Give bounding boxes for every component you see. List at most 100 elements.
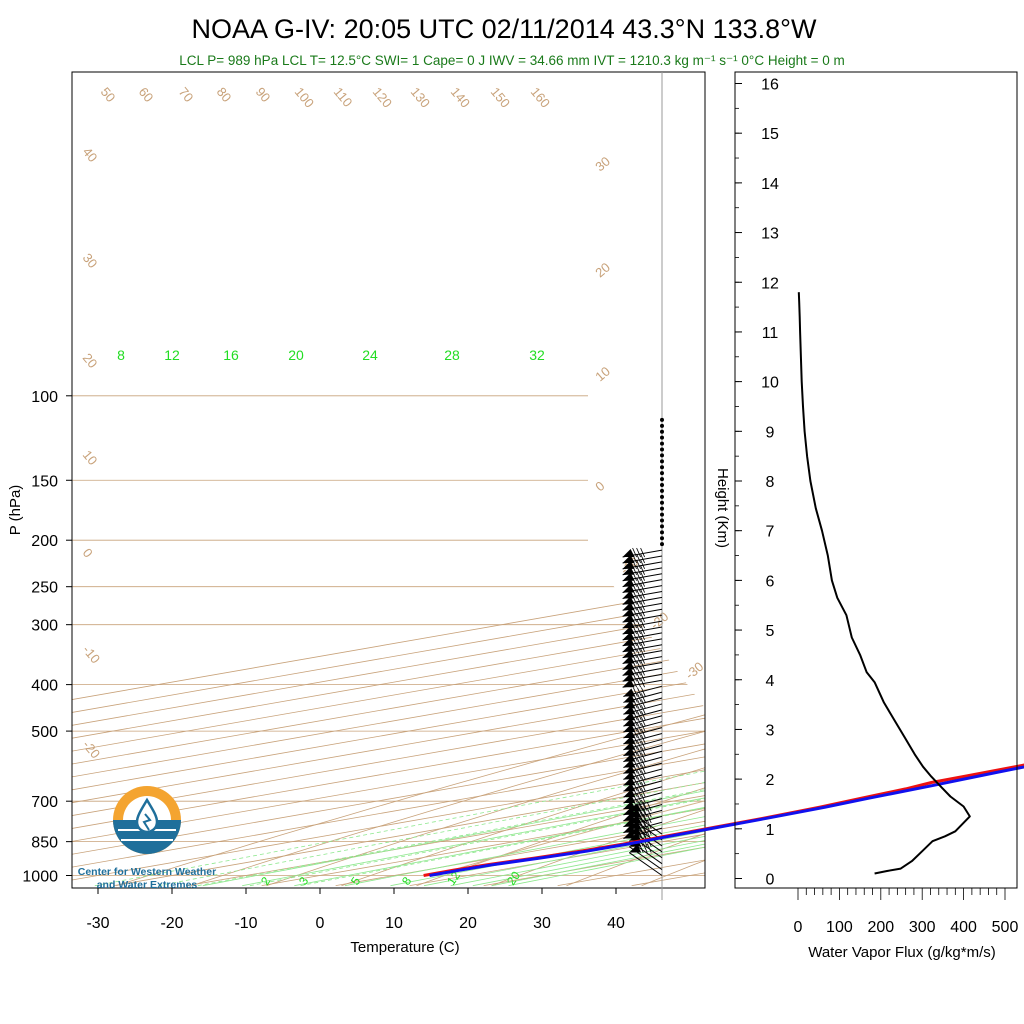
isotherm-line (72, 395, 705, 887)
isotherm-left-label: -20 (80, 737, 104, 761)
mixing-ratio-dashed-line (249, 689, 705, 887)
flux-y-tick-label: 13 (761, 226, 779, 243)
mixing-ratio-line (294, 550, 705, 887)
x-tick-label: 30 (533, 915, 551, 932)
isotherm-line (187, 395, 705, 887)
mixing-ratio-label: 32 (529, 347, 545, 363)
isotherm-line (261, 395, 705, 887)
x-tick-label: 0 (316, 915, 325, 932)
mixing-ratio-dashed-line (158, 689, 705, 887)
isotherm-line (72, 395, 705, 887)
mixing-ratio-bottom-label: 3 (296, 874, 311, 888)
calm-wind-dot (660, 471, 664, 476)
isotherm-right-label: 10 (592, 364, 613, 385)
isotherm-left-label: 40 (80, 144, 101, 165)
flux-x-tick-label: 400 (950, 919, 977, 936)
calm-wind-dot (660, 518, 664, 523)
dry-adiabat-label: 70 (176, 84, 197, 105)
wind-barbs (622, 72, 664, 900)
wind-barb (623, 815, 663, 828)
dry-adiabat-label: 140 (448, 84, 473, 110)
flux-frame (734, 71, 1018, 889)
calm-wind-dot (660, 536, 664, 541)
calm-wind-dot (660, 483, 664, 488)
wind-barb (622, 547, 663, 558)
isotherm-line (631, 395, 705, 887)
skewt-grid-labels: 50 60 70 80 90 100 110 120 130 140 150 160403020100… (80, 84, 707, 887)
mixing-ratio-label: 28 (444, 347, 460, 363)
skewt-ylabel: P (hPa) (7, 485, 24, 536)
flux-line (797, 292, 971, 875)
isotherm-right-label: 30 (592, 154, 613, 175)
y-tick-label: 150 (31, 473, 58, 490)
isotherm-left-label: 30 (80, 250, 101, 271)
isotherm-line (72, 395, 705, 887)
y-tick-label: 700 (31, 794, 58, 811)
mixing-ratio-label: 20 (288, 347, 304, 363)
isotherm-line (72, 395, 705, 887)
y-tick-label: 500 (31, 724, 58, 741)
y-tick-label: 250 (31, 580, 58, 597)
flux-ylabel: Height (Km) (714, 468, 731, 548)
x-tick-label: 20 (459, 915, 477, 932)
dry-adiabat-line (1017, 396, 1024, 886)
flux-profile (797, 292, 971, 875)
x-tick-label: -30 (86, 915, 109, 932)
flux-y-tick-label: 14 (761, 176, 779, 193)
mixing-ratio-dashed-line (300, 689, 705, 887)
flux-x-tick-label: 500 (992, 919, 1019, 936)
mixing-ratio-bottom-label: 2 (258, 874, 273, 888)
wind-barb (623, 821, 663, 834)
logo-line1: Center for Western Weather (78, 866, 216, 878)
mixing-ratio-dashed-line (197, 689, 705, 887)
mixing-ratio-bottom-label: 5 (348, 874, 363, 888)
calm-wind-dot (660, 423, 664, 428)
mixing-ratio-line (202, 550, 705, 887)
logo-line2: and Water Extremes (97, 879, 198, 891)
calm-wind-dot (660, 524, 664, 529)
flux-y-tick-label: 4 (766, 673, 775, 690)
isotherm-line (72, 395, 705, 887)
isotherm-right-label: -30 (682, 659, 706, 683)
x-tick-label: -10 (234, 915, 257, 932)
flux-y-tick-label: 16 (761, 77, 779, 94)
mixing-ratio-line (508, 550, 705, 887)
mixing-ratio-line (344, 550, 705, 887)
wind-barb (623, 685, 663, 698)
flux-y-tick-label: 11 (762, 325, 779, 342)
dry-adiabat-line (341, 395, 705, 887)
isotherm-right-label: 20 (592, 260, 613, 281)
calm-wind-dot (660, 435, 664, 440)
isotherm-line (72, 395, 705, 887)
y-tick-label: 200 (31, 533, 58, 550)
dewpoint-line (429, 765, 1024, 877)
calm-wind-dot (660, 488, 664, 493)
flux-y-tick-label: 9 (766, 424, 775, 441)
calm-wind-dot (660, 417, 664, 422)
flux-y-tick-label: 1 (766, 822, 775, 839)
y-tick-label: 400 (31, 678, 58, 695)
y-tick-label: 850 (31, 835, 58, 852)
flux-y-tick-label: 12 (761, 275, 779, 292)
mixing-ratio-label: 16 (223, 347, 239, 363)
mixing-ratio-line (242, 550, 705, 887)
wind-barb (623, 762, 663, 774)
dry-adiabat-label: 110 (331, 84, 356, 110)
isotherm-left-label: -10 (80, 642, 104, 666)
calm-wind-dot (660, 441, 664, 446)
flux-x-tick-label: 200 (867, 919, 894, 936)
dry-adiabat-line (717, 396, 1024, 886)
isotherm-line (72, 395, 705, 887)
mixing-ratio-label: 8 (117, 347, 125, 363)
calm-wind-dot (660, 447, 664, 452)
flux-y-tick-label: 15 (761, 126, 779, 143)
isotherm-line (706, 396, 1024, 886)
flux-y-tick-label: 7 (766, 524, 775, 541)
mixing-ratio-dashed-line (94, 689, 705, 887)
calm-wind-dot (660, 477, 664, 482)
flux-y-tick-label: 2 (766, 772, 775, 789)
dry-adiabat-label: 150 (488, 84, 513, 110)
chart-title: NOAA G-IV: 20:05 UTC 02/11/2014 43.3°N 1… (192, 14, 817, 44)
